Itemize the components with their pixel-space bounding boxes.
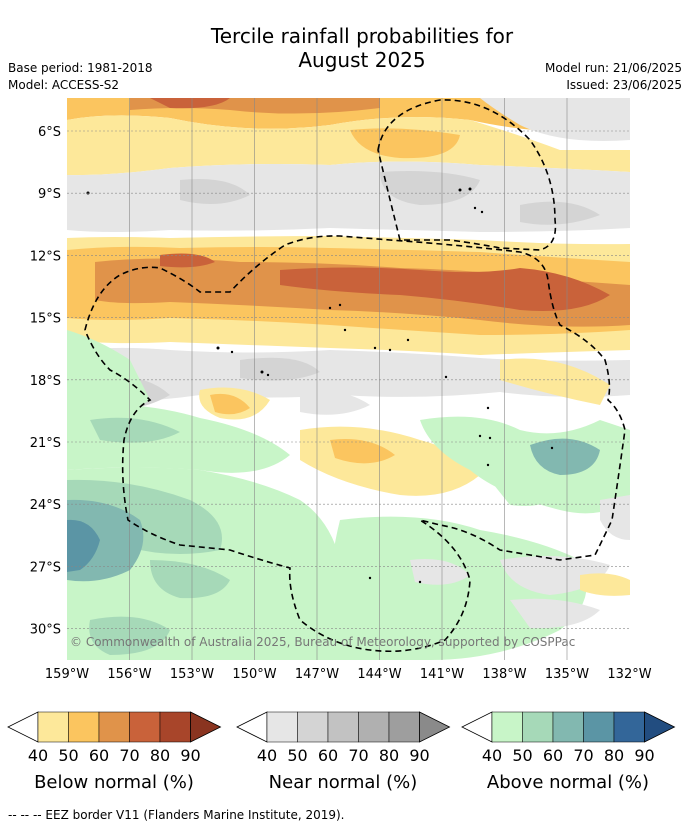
legend-tick-label: 90 <box>634 746 654 765</box>
legend-tick-label: 50 <box>58 746 78 765</box>
map-title-line1: Tercile rainfall probabilities for <box>210 24 514 48</box>
base-period: Base period: 1981-2018 <box>8 61 153 75</box>
lat-tick-label: 9°S <box>38 187 61 202</box>
lat-tick-label: 24°S <box>30 498 61 513</box>
lon-tick-label: 156°W <box>107 667 151 682</box>
legend-swatch <box>522 711 554 743</box>
legend-2: 40 50 60 70 80 90 Above normal (%) <box>461 711 676 793</box>
legend-tick-label: 80 <box>150 746 170 765</box>
legend-swatch <box>388 711 420 743</box>
lat-tick-label: 27°S <box>30 560 61 575</box>
legend-1: 40 50 60 70 80 90 Near normal (%) <box>236 711 451 793</box>
legend-tick-label: 50 <box>512 746 532 765</box>
legend-high-arrow <box>419 711 451 743</box>
eez-borders <box>84 99 626 653</box>
legend-swatch <box>491 711 523 743</box>
lat-tick-label: 6°S <box>38 125 61 140</box>
copyright-note: © Commonwealth of Australia 2025, Bureau… <box>70 635 575 649</box>
islands <box>86 187 554 584</box>
legend-swatch <box>129 711 161 743</box>
legend-tick-label: 80 <box>604 746 624 765</box>
legend-tick-label: 70 <box>573 746 593 765</box>
model-run: Model run: 21/06/2025 <box>544 61 682 75</box>
legend-tick-label: 60 <box>89 746 109 765</box>
probability-field <box>67 98 630 660</box>
legend-tick-label: 50 <box>287 746 307 765</box>
legend-title: Near normal (%) <box>269 772 418 793</box>
legend-swatch <box>37 711 69 743</box>
legend-tick-label: 90 <box>409 746 429 765</box>
legend-swatch <box>583 711 615 743</box>
legends: 40 50 60 70 80 90 Below normal (%) 40 50 60 70 80 90… <box>7 711 676 793</box>
legend-swatch <box>327 711 359 743</box>
eez-footnote: -- -- -- EEZ border V11 (Flanders Marine… <box>8 808 345 822</box>
lon-tick-label: 135°W <box>545 667 589 682</box>
legend-tick-label: 40 <box>28 746 48 765</box>
legend-tick-label: 40 <box>257 746 277 765</box>
lon-tick-label: 159°W <box>45 667 89 682</box>
lon-tick-label: 132°W <box>607 667 651 682</box>
legend-swatch <box>358 711 390 743</box>
metadata-left: Base period: 1981-2018 Model: ACCESS-S2 <box>8 60 153 94</box>
metadata-right: Model run: 21/06/2025 Issued: 23/06/2025 <box>545 60 682 94</box>
legend-title: Below normal (%) <box>34 772 194 793</box>
legend-swatch <box>613 711 645 743</box>
axis-ticks: 159°W 156°W 153°W 150°W 147°W 144°W 141°W 138°W… <box>30 125 652 682</box>
eez-border-south <box>84 235 626 653</box>
map-title-line2: August 2025 <box>298 48 426 72</box>
legend-high-arrow <box>190 711 222 743</box>
legend-swatch <box>297 711 329 743</box>
lon-tick-label: 153°W <box>170 667 214 682</box>
lat-tick-label: 30°S <box>30 623 61 638</box>
lon-tick-label: 141°W <box>420 667 464 682</box>
legend-low-arrow <box>7 711 39 743</box>
legend-swatch <box>98 711 130 743</box>
legend-tick-label: 70 <box>119 746 139 765</box>
legend-tick-label: 60 <box>543 746 563 765</box>
legend-low-arrow <box>461 711 493 743</box>
legend-low-arrow <box>236 711 268 743</box>
legend-tick-label: 90 <box>180 746 200 765</box>
legend-swatch <box>266 711 298 743</box>
legend-swatch <box>159 711 191 743</box>
eez-border-north <box>377 99 557 251</box>
legend-tick-label: 80 <box>379 746 399 765</box>
graticule <box>67 98 630 660</box>
lat-tick-label: 12°S <box>30 249 61 264</box>
legend-tick-label: 60 <box>318 746 338 765</box>
lon-tick-label: 138°W <box>482 667 526 682</box>
legend-swatch <box>552 711 584 743</box>
issued-date: Issued: 23/06/2025 <box>566 78 682 92</box>
legend-title: Above normal (%) <box>487 772 649 793</box>
model-name: Model: ACCESS-S2 <box>8 78 120 92</box>
legend-tick-label: 40 <box>482 746 502 765</box>
legend-high-arrow <box>644 711 676 743</box>
lon-tick-label: 150°W <box>232 667 276 682</box>
lat-tick-label: 15°S <box>30 312 61 327</box>
lat-tick-label: 21°S <box>30 436 61 451</box>
lat-tick-label: 18°S <box>30 374 61 389</box>
legend-0: 40 50 60 70 80 90 Below normal (%) <box>7 711 222 793</box>
legend-tick-label: 70 <box>348 746 368 765</box>
legend-swatch <box>68 711 100 743</box>
lon-tick-label: 144°W <box>357 667 401 682</box>
lon-tick-label: 147°W <box>295 667 339 682</box>
